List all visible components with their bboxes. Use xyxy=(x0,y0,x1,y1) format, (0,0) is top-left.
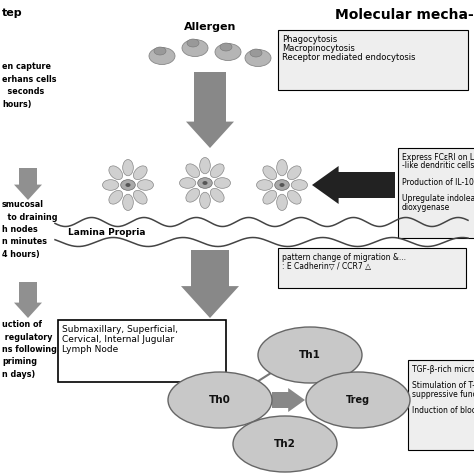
Ellipse shape xyxy=(263,191,277,204)
Text: Receptor mediated endocytosis: Receptor mediated endocytosis xyxy=(282,53,416,62)
Text: suppressive function: suppressive function xyxy=(412,390,474,399)
Ellipse shape xyxy=(182,39,208,56)
Text: Production of IL-10, T...: Production of IL-10, T... xyxy=(402,178,474,187)
Text: uction of
 regulatory
ns following
priming
n days): uction of regulatory ns following primin… xyxy=(2,320,57,379)
Ellipse shape xyxy=(123,160,133,176)
Polygon shape xyxy=(14,282,42,318)
Text: Lymph Node: Lymph Node xyxy=(62,345,118,354)
Ellipse shape xyxy=(245,49,271,66)
Ellipse shape xyxy=(137,180,154,191)
Ellipse shape xyxy=(123,194,133,210)
Ellipse shape xyxy=(149,47,175,64)
Text: Molecular mecha-: Molecular mecha- xyxy=(335,8,474,22)
Text: Macropinocytosis: Macropinocytosis xyxy=(282,44,355,53)
Ellipse shape xyxy=(220,43,232,51)
Text: Submaxillary, Superficial,: Submaxillary, Superficial, xyxy=(62,325,178,334)
Ellipse shape xyxy=(210,164,224,178)
Ellipse shape xyxy=(133,191,147,204)
Ellipse shape xyxy=(210,188,224,202)
Ellipse shape xyxy=(133,166,147,180)
Ellipse shape xyxy=(186,188,200,202)
Text: Lamina Propria: Lamina Propria xyxy=(68,228,146,237)
Ellipse shape xyxy=(214,178,230,188)
Ellipse shape xyxy=(306,372,410,428)
Ellipse shape xyxy=(109,191,123,204)
Ellipse shape xyxy=(280,183,284,187)
Ellipse shape xyxy=(263,166,277,180)
Ellipse shape xyxy=(198,178,212,188)
Text: Th2: Th2 xyxy=(274,439,296,449)
Text: pattern change of migration &...: pattern change of migration &... xyxy=(282,253,406,262)
Ellipse shape xyxy=(233,416,337,472)
Text: Th0: Th0 xyxy=(209,395,231,405)
Ellipse shape xyxy=(256,180,273,191)
FancyBboxPatch shape xyxy=(278,248,466,288)
Ellipse shape xyxy=(200,157,210,174)
Text: en capture
erhans cells
  seconds
hours): en capture erhans cells seconds hours) xyxy=(2,62,56,109)
Text: Stimulation of T-lymp-: Stimulation of T-lymp- xyxy=(412,382,474,391)
FancyBboxPatch shape xyxy=(408,360,474,450)
Ellipse shape xyxy=(287,166,301,180)
Ellipse shape xyxy=(202,181,208,185)
Text: Treg: Treg xyxy=(346,395,370,405)
Text: Cervical, Internal Jugular: Cervical, Internal Jugular xyxy=(62,335,174,344)
Polygon shape xyxy=(312,166,395,204)
Text: tep: tep xyxy=(2,8,23,18)
Text: dioxygenase: dioxygenase xyxy=(402,202,450,211)
Polygon shape xyxy=(181,250,239,318)
Ellipse shape xyxy=(121,180,135,191)
Ellipse shape xyxy=(102,180,119,191)
Ellipse shape xyxy=(277,160,287,176)
Polygon shape xyxy=(186,72,234,148)
Text: smucosal
  to draining
h nodes
n minutes
4 hours): smucosal to draining h nodes n minutes 4… xyxy=(2,200,57,259)
Polygon shape xyxy=(272,388,305,412)
Text: Phagocytosis: Phagocytosis xyxy=(282,35,337,44)
Ellipse shape xyxy=(180,178,196,188)
Text: Induction of blocking: Induction of blocking xyxy=(412,406,474,415)
Ellipse shape xyxy=(258,327,362,383)
Ellipse shape xyxy=(275,180,289,191)
Text: Express FCεRI on Lang-: Express FCεRI on Lang- xyxy=(402,153,474,162)
FancyBboxPatch shape xyxy=(398,148,474,238)
Ellipse shape xyxy=(186,164,200,178)
Text: Allergen: Allergen xyxy=(184,22,236,32)
Text: -like dendritic cells: -like dendritic cells xyxy=(402,161,474,170)
Ellipse shape xyxy=(154,47,166,55)
Ellipse shape xyxy=(291,180,308,191)
Text: : E Cadherin▽ / CCR7 △: : E Cadherin▽ / CCR7 △ xyxy=(282,261,371,270)
Text: Upregulate indoleami-: Upregulate indoleami- xyxy=(402,194,474,203)
Ellipse shape xyxy=(168,372,272,428)
Text: Th1: Th1 xyxy=(299,350,321,360)
Ellipse shape xyxy=(109,166,123,180)
Ellipse shape xyxy=(287,191,301,204)
Polygon shape xyxy=(14,168,42,200)
FancyBboxPatch shape xyxy=(278,30,468,90)
Ellipse shape xyxy=(277,194,287,210)
Ellipse shape xyxy=(215,44,241,61)
Text: TGF-β-rich microenvi-: TGF-β-rich microenvi- xyxy=(412,365,474,374)
Ellipse shape xyxy=(126,183,130,187)
Ellipse shape xyxy=(187,39,199,47)
FancyBboxPatch shape xyxy=(58,320,226,382)
Ellipse shape xyxy=(250,49,262,57)
Ellipse shape xyxy=(200,192,210,209)
